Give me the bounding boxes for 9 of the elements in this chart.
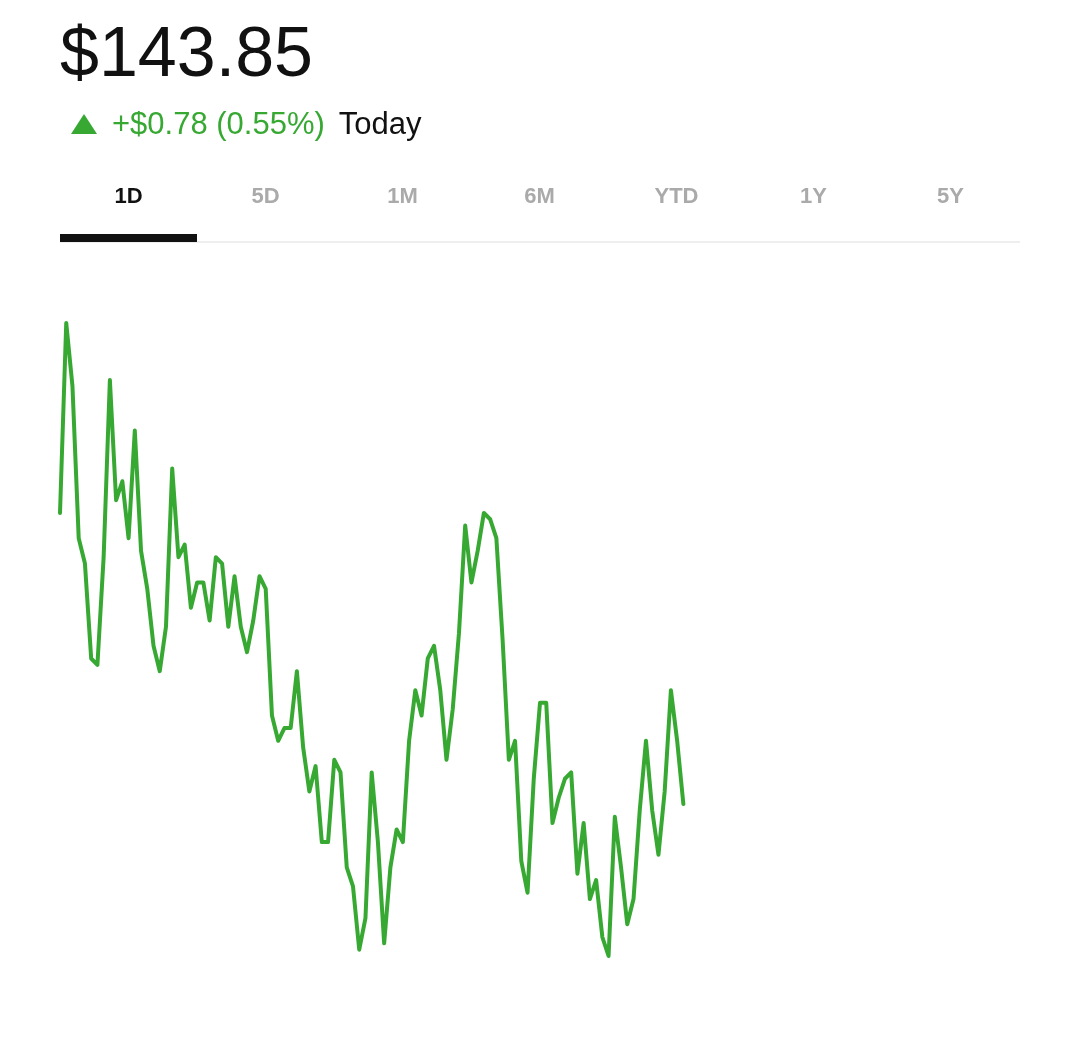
text: 1D — [113, 182, 144, 210]
chart-title: $143.85 — [60, 12, 314, 92]
text: 6M — [523, 182, 556, 210]
text: 1M — [386, 182, 419, 210]
text: 5D — [250, 182, 281, 210]
text: 5Y — [936, 182, 965, 210]
text: 1Y — [799, 182, 828, 210]
chart-subtitle: +$0.78 (0.55%) Today — [112, 105, 422, 143]
text: YTD — [653, 182, 700, 210]
